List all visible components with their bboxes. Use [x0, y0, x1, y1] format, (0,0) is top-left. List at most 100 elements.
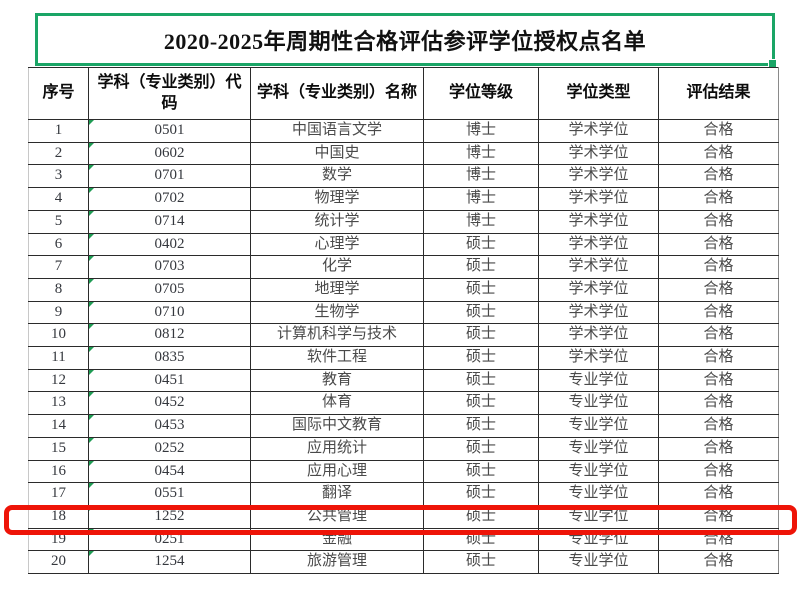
type-cell[interactable]: 学术学位 [538, 209, 659, 234]
level-cell[interactable]: 硕士 [423, 232, 539, 257]
code-cell[interactable]: 0454 [88, 459, 251, 484]
type-cell[interactable]: 学术学位 [538, 346, 659, 370]
name-cell[interactable]: 地理学 [250, 277, 424, 302]
level-cell[interactable]: 硕士 [423, 459, 539, 484]
result-cell[interactable]: 合格 [658, 255, 779, 279]
type-cell[interactable]: 学术学位 [538, 187, 659, 211]
code-cell[interactable]: 0251 [88, 527, 251, 552]
level-cell[interactable]: 硕士 [423, 482, 539, 506]
name-cell[interactable]: 国际中文教育 [250, 414, 424, 438]
code-cell[interactable]: 0252 [88, 436, 251, 461]
type-cell[interactable]: 专业学位 [538, 504, 659, 529]
table-row[interactable]: 16 0454 应用心理 硕士 专业学位 合格 [28, 459, 779, 484]
type-cell[interactable]: 学术学位 [538, 119, 659, 143]
code-cell[interactable]: 0703 [88, 255, 251, 279]
code-cell[interactable]: 0602 [88, 141, 251, 166]
level-cell[interactable]: 硕士 [423, 527, 539, 552]
seq-cell[interactable]: 20 [28, 550, 89, 575]
result-cell[interactable]: 合格 [658, 391, 779, 416]
type-cell[interactable]: 学术学位 [538, 141, 659, 166]
result-cell[interactable]: 合格 [658, 482, 779, 506]
table-row[interactable]: 5 0714 统计学 博士 学术学位 合格 [28, 209, 779, 234]
seq-cell[interactable]: 16 [28, 459, 89, 484]
result-cell[interactable]: 合格 [658, 368, 779, 393]
name-cell[interactable]: 应用统计 [250, 436, 424, 461]
seq-cell[interactable]: 18 [28, 504, 89, 529]
name-cell[interactable]: 统计学 [250, 209, 424, 234]
result-cell[interactable]: 合格 [658, 300, 779, 325]
result-cell[interactable]: 合格 [658, 277, 779, 302]
seq-cell[interactable]: 11 [28, 346, 89, 370]
level-cell[interactable]: 博士 [423, 187, 539, 211]
name-cell[interactable]: 物理学 [250, 187, 424, 211]
result-cell[interactable]: 合格 [658, 414, 779, 438]
level-cell[interactable]: 硕士 [423, 368, 539, 393]
table-row[interactable]: 14 0453 国际中文教育 硕士 专业学位 合格 [28, 414, 779, 438]
name-cell[interactable]: 公共管理 [250, 504, 424, 529]
type-cell[interactable]: 专业学位 [538, 482, 659, 506]
code-cell[interactable]: 0714 [88, 209, 251, 234]
seq-cell[interactable]: 4 [28, 187, 89, 211]
name-cell[interactable]: 金融 [250, 527, 424, 552]
name-cell[interactable]: 应用心理 [250, 459, 424, 484]
seq-cell[interactable]: 1 [28, 119, 89, 143]
code-cell[interactable]: 0402 [88, 232, 251, 257]
type-cell[interactable]: 专业学位 [538, 391, 659, 416]
seq-cell[interactable]: 17 [28, 482, 89, 506]
table-row[interactable]: 3 0701 数学 博士 学术学位 合格 [28, 164, 779, 189]
table-row[interactable]: 7 0703 化学 硕士 学术学位 合格 [28, 255, 779, 279]
seq-cell[interactable]: 9 [28, 300, 89, 325]
name-cell[interactable]: 化学 [250, 255, 424, 279]
code-cell[interactable]: 0501 [88, 119, 251, 143]
result-cell[interactable]: 合格 [658, 550, 779, 575]
code-cell[interactable]: 0551 [88, 482, 251, 506]
seq-cell[interactable]: 5 [28, 209, 89, 234]
level-cell[interactable]: 博士 [423, 119, 539, 143]
level-cell[interactable]: 硕士 [423, 504, 539, 529]
name-cell[interactable]: 教育 [250, 368, 424, 393]
type-cell[interactable]: 学术学位 [538, 255, 659, 279]
level-cell[interactable]: 硕士 [423, 436, 539, 461]
name-cell[interactable]: 计算机科学与技术 [250, 323, 424, 348]
result-cell[interactable]: 合格 [658, 141, 779, 166]
level-cell[interactable]: 硕士 [423, 300, 539, 325]
seq-cell[interactable]: 6 [28, 232, 89, 257]
table-row[interactable]: 6 0402 心理学 硕士 学术学位 合格 [28, 232, 779, 257]
name-cell[interactable]: 中国史 [250, 141, 424, 166]
result-cell[interactable]: 合格 [658, 209, 779, 234]
table-row[interactable]: 17 0551 翻译 硕士 专业学位 合格 [28, 482, 779, 506]
table-row[interactable]: 15 0252 应用统计 硕士 专业学位 合格 [28, 436, 779, 461]
table-row[interactable]: 10 0812 计算机科学与技术 硕士 学术学位 合格 [28, 323, 779, 348]
level-cell[interactable]: 硕士 [423, 346, 539, 370]
level-cell[interactable]: 博士 [423, 141, 539, 166]
result-cell[interactable]: 合格 [658, 346, 779, 370]
seq-cell[interactable]: 3 [28, 164, 89, 189]
type-cell[interactable]: 学术学位 [538, 232, 659, 257]
type-cell[interactable]: 专业学位 [538, 550, 659, 575]
table-row[interactable]: 2 0602 中国史 博士 学术学位 合格 [28, 141, 779, 166]
code-cell[interactable]: 0835 [88, 346, 251, 370]
type-cell[interactable]: 专业学位 [538, 414, 659, 438]
table-row[interactable]: 20 1254 旅游管理 硕士 专业学位 合格 [28, 550, 779, 575]
code-cell[interactable]: 0705 [88, 277, 251, 302]
code-cell[interactable]: 0710 [88, 300, 251, 325]
type-cell[interactable]: 专业学位 [538, 527, 659, 552]
seq-cell[interactable]: 19 [28, 527, 89, 552]
name-cell[interactable]: 体育 [250, 391, 424, 416]
table-row[interactable]: 11 0835 软件工程 硕士 学术学位 合格 [28, 346, 779, 370]
result-cell[interactable]: 合格 [658, 527, 779, 552]
result-cell[interactable]: 合格 [658, 436, 779, 461]
table-row[interactable]: 4 0702 物理学 博士 学术学位 合格 [28, 187, 779, 211]
code-cell[interactable]: 0702 [88, 187, 251, 211]
seq-cell[interactable]: 8 [28, 277, 89, 302]
seq-cell[interactable]: 2 [28, 141, 89, 166]
name-cell[interactable]: 心理学 [250, 232, 424, 257]
level-cell[interactable]: 硕士 [423, 391, 539, 416]
code-cell[interactable]: 1254 [88, 550, 251, 575]
code-cell[interactable]: 0453 [88, 414, 251, 438]
level-cell[interactable]: 硕士 [423, 550, 539, 575]
table-row[interactable]: 13 0452 体育 硕士 专业学位 合格 [28, 391, 779, 416]
level-cell[interactable]: 博士 [423, 209, 539, 234]
table-row[interactable]: 9 0710 生物学 硕士 学术学位 合格 [28, 300, 779, 325]
code-cell[interactable]: 0452 [88, 391, 251, 416]
